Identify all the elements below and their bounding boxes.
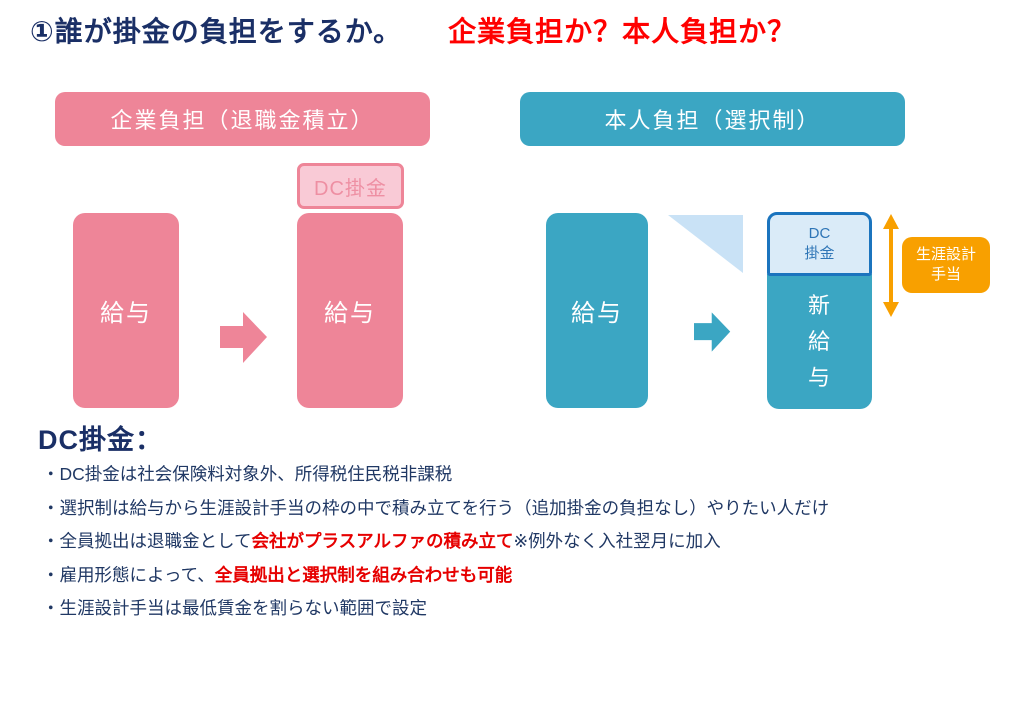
lifetime-design-allowance-label: 生涯設計 手当 — [902, 237, 990, 293]
note-bullet-5: ・生涯設計手当は最低賃金を割らない範囲で設定 — [42, 592, 1017, 626]
triangle-cutout-icon — [668, 215, 743, 273]
arrow-right-icon — [220, 312, 267, 363]
new-salary-box: 新 給 与 — [767, 274, 872, 409]
title-highlight: 企業負担か？本人負担か？ — [448, 16, 797, 47]
note-bullet-3: ・全員拠出は退職金として会社がプラスアルファの積み立て※例外なく入社翌月に加入 — [42, 525, 1017, 559]
dc-blue-label-line2: 掛金 — [804, 245, 835, 262]
dc-contribution-pink-box: DC掛金 — [297, 163, 404, 209]
note-text: ※例外なく入社翌月に加入 — [513, 531, 721, 551]
note-text-emphasis: 全員拠出と選択制を組み合わせも可能 — [214, 564, 513, 585]
left-salary-before-box: 給与 — [73, 213, 179, 408]
new-salary-char: 新 — [807, 292, 831, 318]
new-salary-char: 給 — [807, 328, 831, 354]
note-text: ・全員拠出は退職金として — [42, 531, 252, 551]
allowance-label-line1: 生涯設計 — [915, 245, 976, 263]
page-title: ①誰が掛金の負担をするか。 企業負担か？本人負担か？ — [30, 10, 796, 50]
notes-list: ・DC掛金は社会保険料対象外、所得税住民税非課税 ・選択制は給与から生涯設計手当… — [42, 458, 1017, 626]
note-bullet-2: ・選択制は給与から生涯設計手当の枠の中で積み立てを行う（追加掛金の負担なし）やり… — [42, 492, 1017, 526]
note-text: ・DC掛金は社会保険料対象外、所得税住民税非課税 — [42, 464, 453, 484]
dc-blue-label-line1: DC — [808, 224, 831, 242]
allowance-label-line2: 手当 — [930, 266, 961, 283]
notes-heading: DC掛金： — [38, 425, 163, 455]
right-salary-before-box: 給与 — [546, 213, 648, 408]
note-text: ・選択制は給与から生涯設計手当の枠の中で積み立てを行う（追加掛金の負担なし）やり… — [42, 497, 830, 518]
note-bullet-4: ・雇用形態によって、全員拠出と選択制を組み合わせも可能 — [42, 559, 1017, 593]
note-text-emphasis: 会社がプラスアルファの積み立て — [251, 531, 514, 551]
double-arrow-vertical-icon — [883, 214, 899, 317]
note-text: ・雇用形態によって、 — [42, 564, 215, 585]
title-main: ①誰が掛金の負担をするか。 — [30, 16, 403, 47]
note-text: ・生涯設計手当は最低賃金を割らない範囲で設定 — [42, 598, 427, 618]
left-salary-after-box: 給与 — [297, 213, 403, 408]
dc-contribution-blue-box: DC 掛金 — [767, 212, 872, 276]
company-burden-header: 企業負担（退職金積立） — [55, 92, 430, 146]
new-salary-char: 与 — [807, 364, 831, 390]
arrow-right-icon — [694, 312, 731, 352]
note-bullet-1: ・DC掛金は社会保険料対象外、所得税住民税非課税 — [42, 458, 1017, 492]
personal-burden-header: 本人負担（選択制） — [520, 92, 905, 146]
